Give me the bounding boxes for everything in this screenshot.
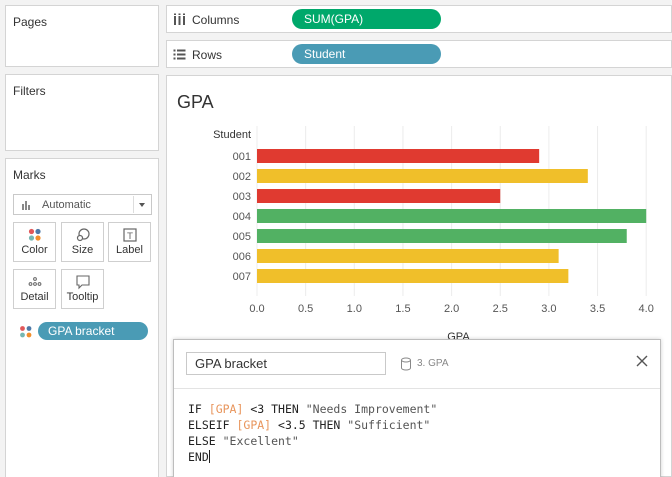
gpa-bar-chart: Student 001 002 003 004 005 006 007 0.0 0.5 1.0 1.5… (213, 126, 654, 343)
color-encoding-icon (20, 326, 32, 338)
row-header: Student (213, 129, 251, 141)
category-label: 003 (233, 191, 251, 203)
detail-label: Detail (20, 291, 49, 303)
mark-type-value: Automatic (42, 199, 91, 211)
view-title: GPA (177, 92, 214, 112)
x-tick-label: 1.5 (395, 303, 410, 315)
formula-token: END (188, 450, 209, 464)
formula-token: ELSEIF (188, 418, 237, 432)
formula-line: END (188, 449, 437, 465)
bar[interactable] (257, 249, 559, 263)
calc-data-source: 3. GPA (417, 358, 449, 369)
bar[interactable] (257, 229, 627, 243)
pages-card: Pages (5, 5, 159, 67)
size-icon (76, 228, 90, 242)
bar[interactable] (257, 189, 501, 203)
svg-text:T: T (126, 232, 133, 242)
gpa-bracket-pill[interactable]: GPA bracket (38, 322, 148, 340)
filters-card[interactable]: Filters (5, 74, 159, 151)
label-icon: T (123, 228, 137, 242)
filters-title: Filters (13, 84, 46, 98)
x-tick-label: 2.5 (493, 303, 508, 315)
database-icon (401, 357, 411, 371)
formula-line: ELSEIF [GPA] <3.5 THEN "Sufficient" (188, 417, 437, 433)
bar[interactable] (257, 149, 540, 163)
category-label: 002 (233, 171, 251, 183)
x-tick-label: 4.0 (639, 303, 654, 315)
tooltip-label: Tooltip (66, 291, 99, 303)
formula-token: [GPA] (208, 402, 244, 416)
mark-type-dropdown[interactable]: Automatic (13, 194, 152, 215)
formula-token: "Needs Improvement" (305, 402, 438, 416)
formula-token: "Sufficient" (347, 418, 431, 432)
calculation-editor: GPA bracket 3. GPA IF [GPA] <3 THEN "Nee… (173, 339, 661, 477)
x-tick-label: 1.0 (347, 303, 362, 315)
sum-gpa-pill[interactable]: SUM(GPA) (292, 9, 441, 29)
bar-chart-icon (22, 201, 30, 210)
x-tick-label: 0.5 (298, 303, 313, 315)
label-button[interactable]: T Label (108, 222, 151, 262)
columns-shelf[interactable]: Columns SUM(GPA) (166, 5, 672, 33)
text-caret (208, 450, 210, 463)
x-tick-label: 2.0 (444, 303, 459, 315)
bar[interactable] (257, 169, 588, 183)
size-button[interactable]: Size (61, 222, 104, 262)
bar[interactable] (257, 209, 647, 223)
formula-line: IF [GPA] <3 THEN "Needs Improvement" (188, 401, 437, 417)
detail-button[interactable]: Detail (13, 269, 56, 309)
pages-title: Pages (13, 15, 48, 29)
x-tick-label: 3.5 (590, 303, 605, 315)
formula-token: <3 THEN (243, 402, 306, 416)
marks-title: Marks (13, 168, 46, 182)
x-tick-label: 0.0 (249, 303, 264, 315)
formula-token: ELSE (188, 434, 223, 448)
size-label: Size (71, 244, 94, 256)
formula-token: <3.5 THEN (271, 418, 348, 432)
formula-token: [GPA] (236, 418, 272, 432)
columns-icon (174, 13, 185, 25)
chevron-down-icon[interactable] (133, 196, 150, 213)
bar[interactable] (257, 269, 569, 283)
category-label: 004 (233, 211, 251, 223)
category-label: 007 (233, 271, 251, 283)
x-tick-label: 3.0 (541, 303, 556, 315)
rows-label: Rows (192, 48, 223, 62)
category-label: 005 (233, 231, 251, 243)
tooltip-icon (76, 275, 90, 290)
formula-token: IF (188, 402, 209, 416)
rows-icon (173, 49, 186, 60)
calc-name-input[interactable]: GPA bracket (186, 352, 386, 375)
detail-icon (28, 277, 42, 286)
marks-card: Marks Automatic Color Size T Label (5, 158, 159, 477)
formula-token: "Excellent" (222, 434, 299, 448)
divider (174, 388, 660, 389)
label-label: Label (116, 244, 143, 256)
color-label: Color (21, 244, 48, 256)
color-button[interactable]: Color (13, 222, 56, 262)
category-label: 001 (233, 151, 251, 163)
columns-label: Columns (192, 13, 240, 27)
category-label: 006 (233, 251, 251, 263)
student-pill[interactable]: Student (292, 44, 441, 64)
tooltip-button[interactable]: Tooltip (61, 269, 104, 309)
close-icon[interactable] (634, 353, 650, 369)
color-icon (28, 228, 41, 241)
rows-shelf[interactable]: Rows Student (166, 40, 672, 68)
calc-formula-editor[interactable]: IF [GPA] <3 THEN "Needs Improvement" ELSE… (188, 401, 437, 465)
formula-line: ELSE "Excellent" (188, 433, 437, 449)
